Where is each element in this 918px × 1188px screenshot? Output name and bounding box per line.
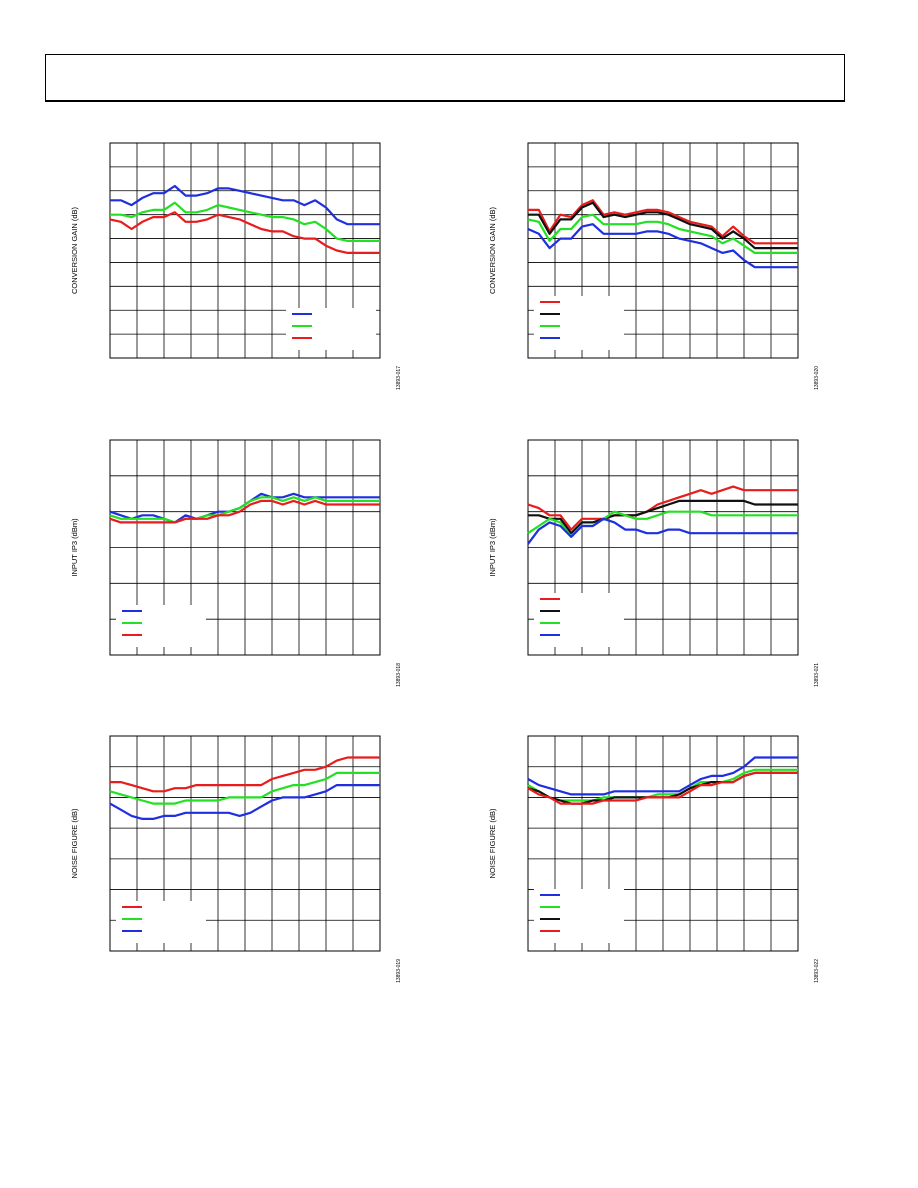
chart-svg: INPUT IP3 (dBm) 13893-018: [70, 439, 402, 687]
legend: [286, 308, 376, 350]
series-line: [527, 768, 798, 802]
legend: [534, 889, 624, 943]
series-line: [527, 771, 798, 805]
figure-id: 13893-020: [814, 366, 820, 390]
plot-frame: [109, 439, 381, 656]
legend: [116, 901, 206, 943]
chart-svg: CONVERSION GAIN (dB) 13893-020: [488, 142, 820, 390]
chart-noise-figure-left: NOISE FIGURE (dB) 13893-019: [60, 728, 405, 983]
series-line: [109, 783, 380, 821]
legend: [116, 605, 206, 647]
y-axis-label: INPUT IP3 (dBm): [488, 518, 497, 577]
series-group: [109, 492, 380, 524]
plot-frame: [109, 142, 381, 359]
grid-lines: [528, 440, 798, 655]
legend: [534, 593, 624, 647]
series-line: [528, 199, 798, 245]
series-line: [110, 201, 380, 243]
plot-frame: [527, 439, 799, 656]
series-line: [110, 756, 380, 793]
figure-id: 13893-019: [396, 959, 402, 983]
figure-id: 13893-021: [814, 663, 820, 687]
legend-box: [534, 889, 624, 943]
chart-svg: CONVERSION GAIN (dB) 13893-017: [70, 142, 402, 390]
series-line: [528, 201, 798, 250]
chart-input-ip3-left: INPUT IP3 (dBm) 13893-018: [60, 432, 405, 687]
chart-svg: NOISE FIGURE (dB) 13893-019: [70, 735, 402, 983]
plot-frame: [527, 142, 799, 359]
series-line: [527, 756, 798, 796]
chart-conversion-gain-right: CONVERSION GAIN (dB) 13893-020: [478, 135, 823, 390]
series-line: [528, 499, 798, 535]
chart-noise-figure-right: NOISE FIGURE (dB) 13893-022: [478, 728, 823, 983]
series-line: [109, 496, 380, 524]
series-line: [527, 223, 798, 269]
chart-conversion-gain-left: CONVERSION GAIN (dB) 13893-017: [60, 135, 405, 390]
y-axis-label: CONVERSION GAIN (dB): [488, 206, 497, 294]
series-group: [109, 184, 380, 255]
series-line: [109, 211, 380, 255]
series-line: [110, 184, 380, 226]
legend: [534, 296, 624, 350]
y-axis-label: CONVERSION GAIN (dB): [70, 206, 79, 294]
chart-input-ip3-right: INPUT IP3 (dBm) 13893-021: [478, 432, 823, 687]
y-axis-label: NOISE FIGURE (dB): [488, 808, 497, 879]
grid-lines: [110, 143, 380, 358]
series-group: [527, 485, 798, 545]
page-header-box: [45, 54, 845, 102]
y-axis-label: NOISE FIGURE (dB): [70, 808, 79, 879]
series-line: [109, 771, 380, 805]
grid-lines: [110, 440, 380, 655]
series-line: [109, 499, 380, 524]
chart-svg: INPUT IP3 (dBm) 13893-021: [488, 439, 820, 687]
series-group: [109, 756, 380, 821]
series-line: [527, 213, 798, 255]
plot-frame: [527, 735, 799, 952]
figure-id: 13893-022: [814, 959, 820, 983]
y-axis-label: INPUT IP3 (dBm): [70, 518, 79, 577]
figure-id: 13893-018: [396, 663, 402, 687]
legend-box: [534, 593, 624, 647]
legend-box: [534, 296, 624, 350]
series-group: [527, 756, 798, 805]
series-group: [527, 199, 798, 269]
series-line: [527, 485, 798, 531]
series-line: [527, 517, 798, 545]
plot-frame: [109, 735, 381, 952]
chart-svg: NOISE FIGURE (dB) 13893-022: [488, 735, 820, 983]
figure-id: 13893-017: [396, 366, 402, 390]
